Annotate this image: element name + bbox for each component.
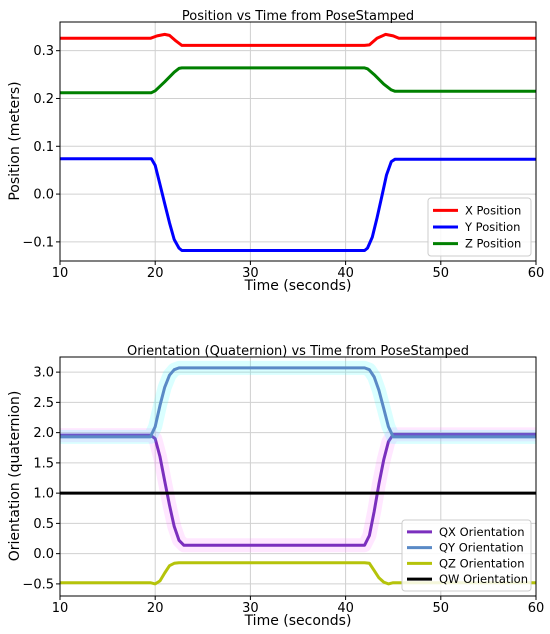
position-legend-box — [427, 197, 532, 257]
position-y-tick-label: 0.0 — [33, 188, 54, 203]
qz-orientation-legend-label: QZ Orientation — [439, 556, 525, 570]
orientation-x-tick-label: 60 — [528, 601, 545, 616]
orientation-y-tick-label: 3.0 — [33, 366, 54, 381]
z-position-line — [60, 66, 536, 95]
position-x-tick-label: 50 — [433, 266, 450, 281]
orientation-chart-title: Orientation (Quaternion) vs Time from Po… — [127, 344, 469, 359]
orientation-y-tick-label: 1.5 — [33, 456, 54, 471]
position-y-axis-label: Position (meters) — [7, 81, 23, 200]
orientation-y-tick-label: −0.5 — [22, 577, 54, 592]
orientation-y-tick-label: 0.5 — [33, 517, 54, 532]
position-chart: Position vs Time from PoseStamped 10 20 30… — [7, 9, 544, 294]
position-plot-frame — [59, 21, 537, 262]
x-position-legend-label: X Position — [465, 203, 521, 217]
orientation-chart: Orientation (Quaternion) vs Time from Po… — [7, 344, 544, 629]
position-y-tick-label: 0.2 — [33, 92, 54, 107]
qy-orientation-legend-label: QY Orientation — [439, 541, 524, 555]
orientation-y-tick-label: 0.0 — [33, 547, 54, 562]
orientation-y-axis-label: Orientation (quaternion) — [7, 391, 23, 562]
orientation-y-tick-label: 2.5 — [33, 396, 54, 411]
position-y-tick-label: 0.3 — [33, 44, 54, 59]
orientation-legend-box — [401, 519, 532, 592]
orientation-x-tick-label: 20 — [147, 601, 164, 616]
position-ticks: 10 20 30 40 50 60 −0.1 0.0 0.1 0.2 0.3 — [22, 44, 544, 281]
x-position-line — [60, 32, 536, 47]
position-x-axis-label: Time (seconds) — [244, 278, 352, 294]
orientation-x-tick-label: 10 — [52, 601, 69, 616]
position-chart-title: Position vs Time from PoseStamped — [182, 9, 414, 24]
orientation-x-tick-label: 50 — [433, 601, 450, 616]
orientation-ticks: 10 20 30 40 50 60 −0.5 0.0 0.5 1.0 1.5 2.0 2.5 3.0 — [22, 366, 544, 616]
qw-orientation-legend-label: QW Orientation — [439, 572, 528, 586]
z-position-legend-label: Z Position — [465, 237, 521, 251]
position-series — [60, 32, 536, 252]
position-y-tick-label: 0.1 — [33, 140, 54, 155]
orientation-plot-frame — [59, 356, 537, 597]
position-x-tick-label: 30 — [242, 266, 259, 281]
qz-orientation-line — [60, 561, 536, 586]
position-legend: X Position Y Position Z Position — [427, 197, 532, 257]
orientation-x-tick-label: 30 — [242, 601, 259, 616]
qx-orientation-line — [60, 432, 536, 547]
orientation-series — [60, 360, 536, 586]
y-position-line — [60, 157, 536, 252]
orientation-x-axis-label: Time (seconds) — [244, 613, 352, 629]
position-y-tick-label: −0.1 — [22, 235, 54, 250]
qy-orientation-line — [60, 366, 536, 439]
orientation-y-tick-label: 1.0 — [33, 487, 54, 502]
position-x-tick-label: 20 — [147, 266, 164, 281]
position-x-tick-label: 10 — [52, 266, 69, 281]
position-x-tick-label: 40 — [337, 266, 354, 281]
qx-orientation-legend-label: QX Orientation — [439, 525, 525, 539]
orientation-x-tick-label: 40 — [337, 601, 354, 616]
y-position-legend-label: Y Position — [464, 220, 520, 234]
position-x-tick-label: 60 — [528, 266, 545, 281]
orientation-y-tick-label: 2.0 — [33, 426, 54, 441]
